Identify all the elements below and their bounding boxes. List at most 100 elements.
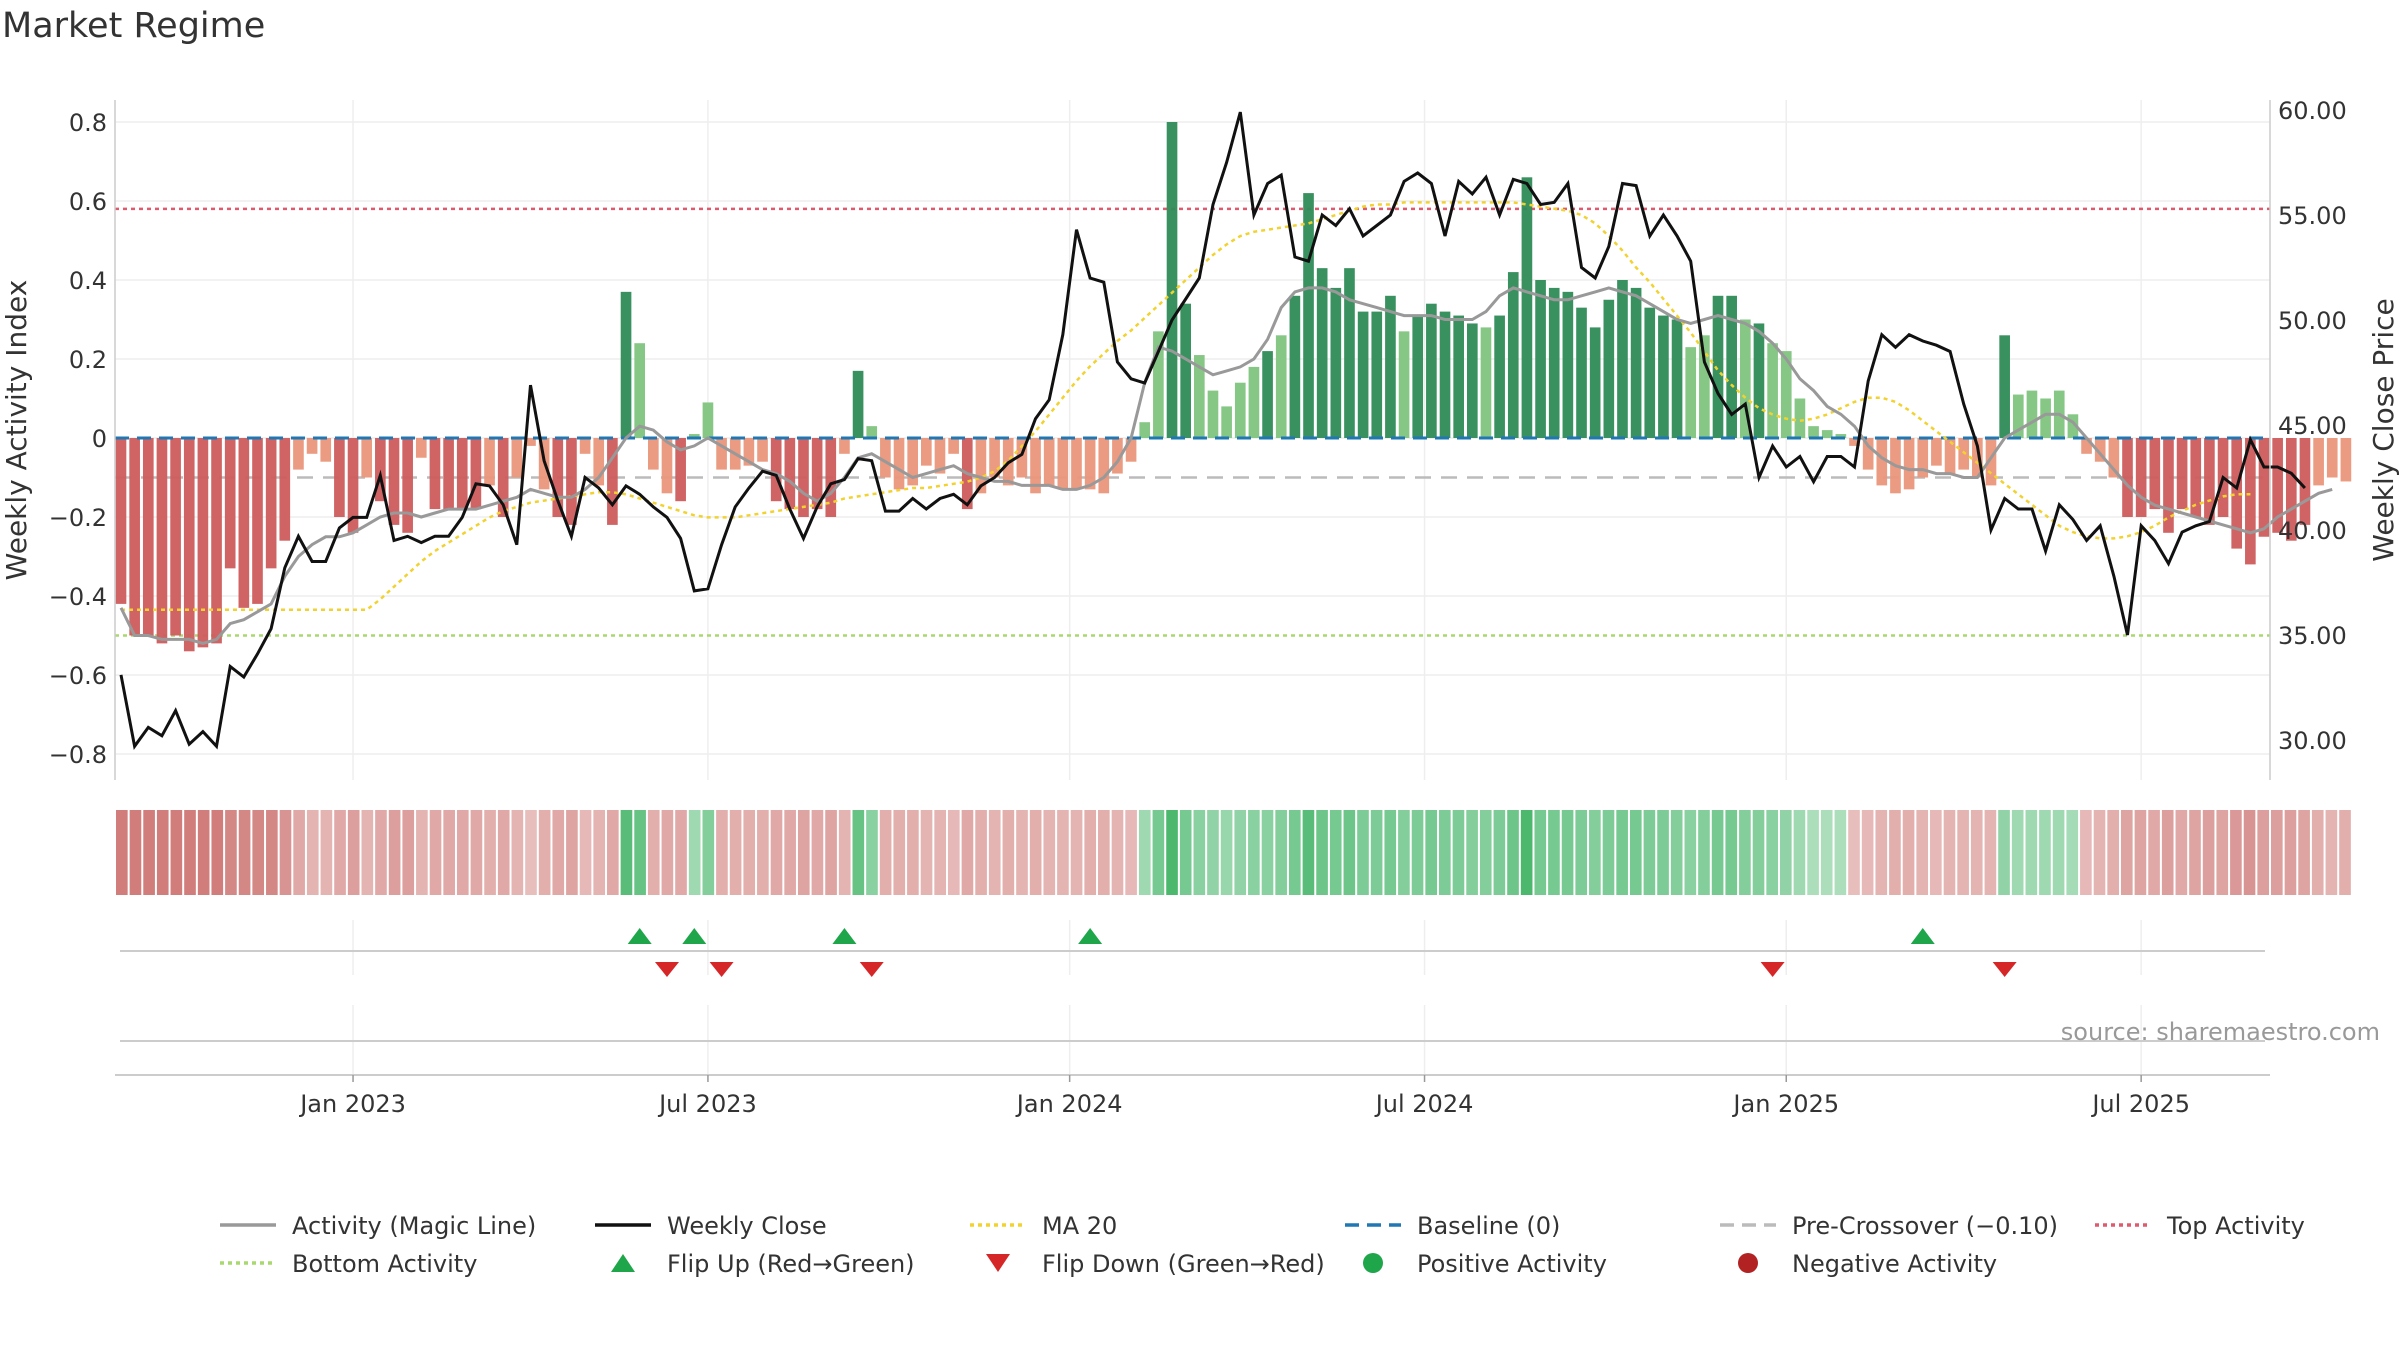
- regime-cell: [1930, 810, 1942, 895]
- legend-label: Baseline (0): [1417, 1212, 1560, 1240]
- legend-label: Pre-Crossover (−0.10): [1792, 1212, 2058, 1240]
- legend-label: MA 20: [1042, 1212, 1117, 1240]
- regime-cell: [579, 810, 592, 895]
- activity-bar: [566, 438, 577, 525]
- activity-bar: [1234, 382, 1246, 438]
- reference-lines: [115, 207, 2270, 637]
- activity-bar: [1371, 311, 1383, 438]
- activity-bar: [1180, 303, 1191, 438]
- activity-bar: [1521, 177, 1533, 439]
- regime-cell: [811, 810, 824, 895]
- activity-bar: [1876, 438, 1888, 486]
- activity-bar: [1999, 335, 2010, 438]
- regime-cell: [770, 810, 783, 895]
- activity-bar: [593, 438, 605, 486]
- lower-panel: [115, 1040, 2270, 1076]
- regime-cell: [429, 810, 442, 895]
- regime-cell: [1561, 810, 1574, 895]
- regime-cell: [1370, 810, 1383, 895]
- regime-cell: [1029, 810, 1042, 895]
- activity-bar: [1507, 272, 1519, 438]
- legend: Activity (Magic Line) Weekly Close MA 20 Ba…: [220, 1212, 2305, 1278]
- activity-bar: [907, 438, 919, 486]
- regime-cell: [1466, 810, 1478, 895]
- x-tick-label: Jul 2025: [2090, 1090, 2190, 1118]
- activity-bars: [115, 122, 2352, 652]
- activity-bar: [825, 438, 837, 517]
- chart-title: Market Regime: [2, 6, 266, 46]
- y-tick-left: 0.8: [69, 109, 107, 137]
- regime-cell: [934, 810, 946, 895]
- activity-bar: [1412, 315, 1424, 438]
- regime-cell: [2257, 810, 2269, 895]
- activity-bar: [1494, 315, 1505, 438]
- regime-cell: [2339, 810, 2351, 895]
- activity-bar: [1849, 438, 1860, 446]
- regime-cell: [1943, 810, 1956, 895]
- activity-bar: [197, 438, 209, 648]
- regime-cell: [1098, 810, 1110, 895]
- y-tick-left: 0.2: [69, 346, 107, 374]
- regime-cell: [1684, 810, 1697, 895]
- legend-label: Flip Up (Red→Green): [667, 1250, 915, 1278]
- y-tick-right: 40.00: [2278, 517, 2347, 545]
- regime-cell: [743, 810, 756, 895]
- activity-bar: [293, 438, 304, 470]
- regime-cell: [1111, 810, 1124, 895]
- activity-bar: [1712, 295, 1724, 438]
- regime-strip: [116, 810, 2351, 895]
- regime-cell: [1629, 810, 1642, 895]
- activity-bar: [620, 291, 632, 438]
- activity-bar: [1972, 438, 1983, 478]
- regime-cell: [1166, 810, 1178, 895]
- activity-bar: [2245, 438, 2256, 565]
- legend-dot-icon: [1738, 1253, 1758, 1273]
- activity-bar: [1917, 438, 1929, 478]
- regime-cell: [266, 810, 278, 895]
- regime-cell: [907, 810, 919, 895]
- activity-bar: [2040, 398, 2051, 438]
- activity-bar: [1153, 331, 1164, 438]
- activity-bar: [2299, 438, 2311, 525]
- regime-cell: [920, 810, 933, 895]
- activity-bar: [839, 438, 850, 454]
- activity-bar: [429, 438, 441, 510]
- y-tick-right: 55.00: [2278, 202, 2347, 230]
- regime-cell: [2216, 810, 2229, 895]
- regime-cell: [1548, 810, 1560, 895]
- regime-cell: [1016, 810, 1028, 895]
- regime-cell: [1343, 810, 1356, 895]
- regime-cell: [675, 810, 687, 895]
- regime-cell: [1589, 810, 1601, 895]
- regime-cell: [893, 810, 906, 895]
- regime-cell: [279, 810, 292, 895]
- x-tick-label: Jul 2023: [657, 1090, 757, 1118]
- regime-cell: [1384, 810, 1397, 895]
- x-tick-label: Jan 2025: [1731, 1090, 1839, 1118]
- activity-bar: [1603, 299, 1615, 438]
- activity-bar: [1453, 315, 1464, 438]
- legend-item: Flip Up (Red→Green): [611, 1250, 915, 1278]
- activity-bar: [1057, 438, 1069, 490]
- activity-bar: [279, 438, 291, 541]
- activity-bar: [2094, 438, 2106, 462]
- legend-item: Top Activity: [2095, 1212, 2305, 1240]
- activity-bar: [893, 438, 905, 490]
- activity-bar: [1644, 307, 1656, 438]
- y-tick-left: 0: [92, 425, 107, 453]
- regime-cell: [538, 810, 551, 895]
- activity-bar: [306, 438, 318, 454]
- regime-cell: [729, 810, 742, 895]
- activity-bar: [934, 438, 946, 474]
- activity-bar: [1931, 438, 1942, 466]
- regime-cell: [688, 810, 701, 895]
- regime-cell: [1288, 810, 1301, 895]
- regime-cell: [1479, 810, 1492, 895]
- regime-cell: [1179, 810, 1192, 895]
- activity-bar: [1903, 438, 1915, 490]
- regime-cell: [852, 810, 865, 895]
- y-tick-left: −0.8: [49, 741, 107, 769]
- legend-item: Weekly Close: [595, 1212, 827, 1240]
- regime-cell: [456, 810, 469, 895]
- regime-cell: [552, 810, 565, 895]
